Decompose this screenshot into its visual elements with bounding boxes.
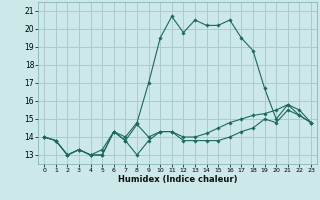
X-axis label: Humidex (Indice chaleur): Humidex (Indice chaleur) xyxy=(118,175,237,184)
